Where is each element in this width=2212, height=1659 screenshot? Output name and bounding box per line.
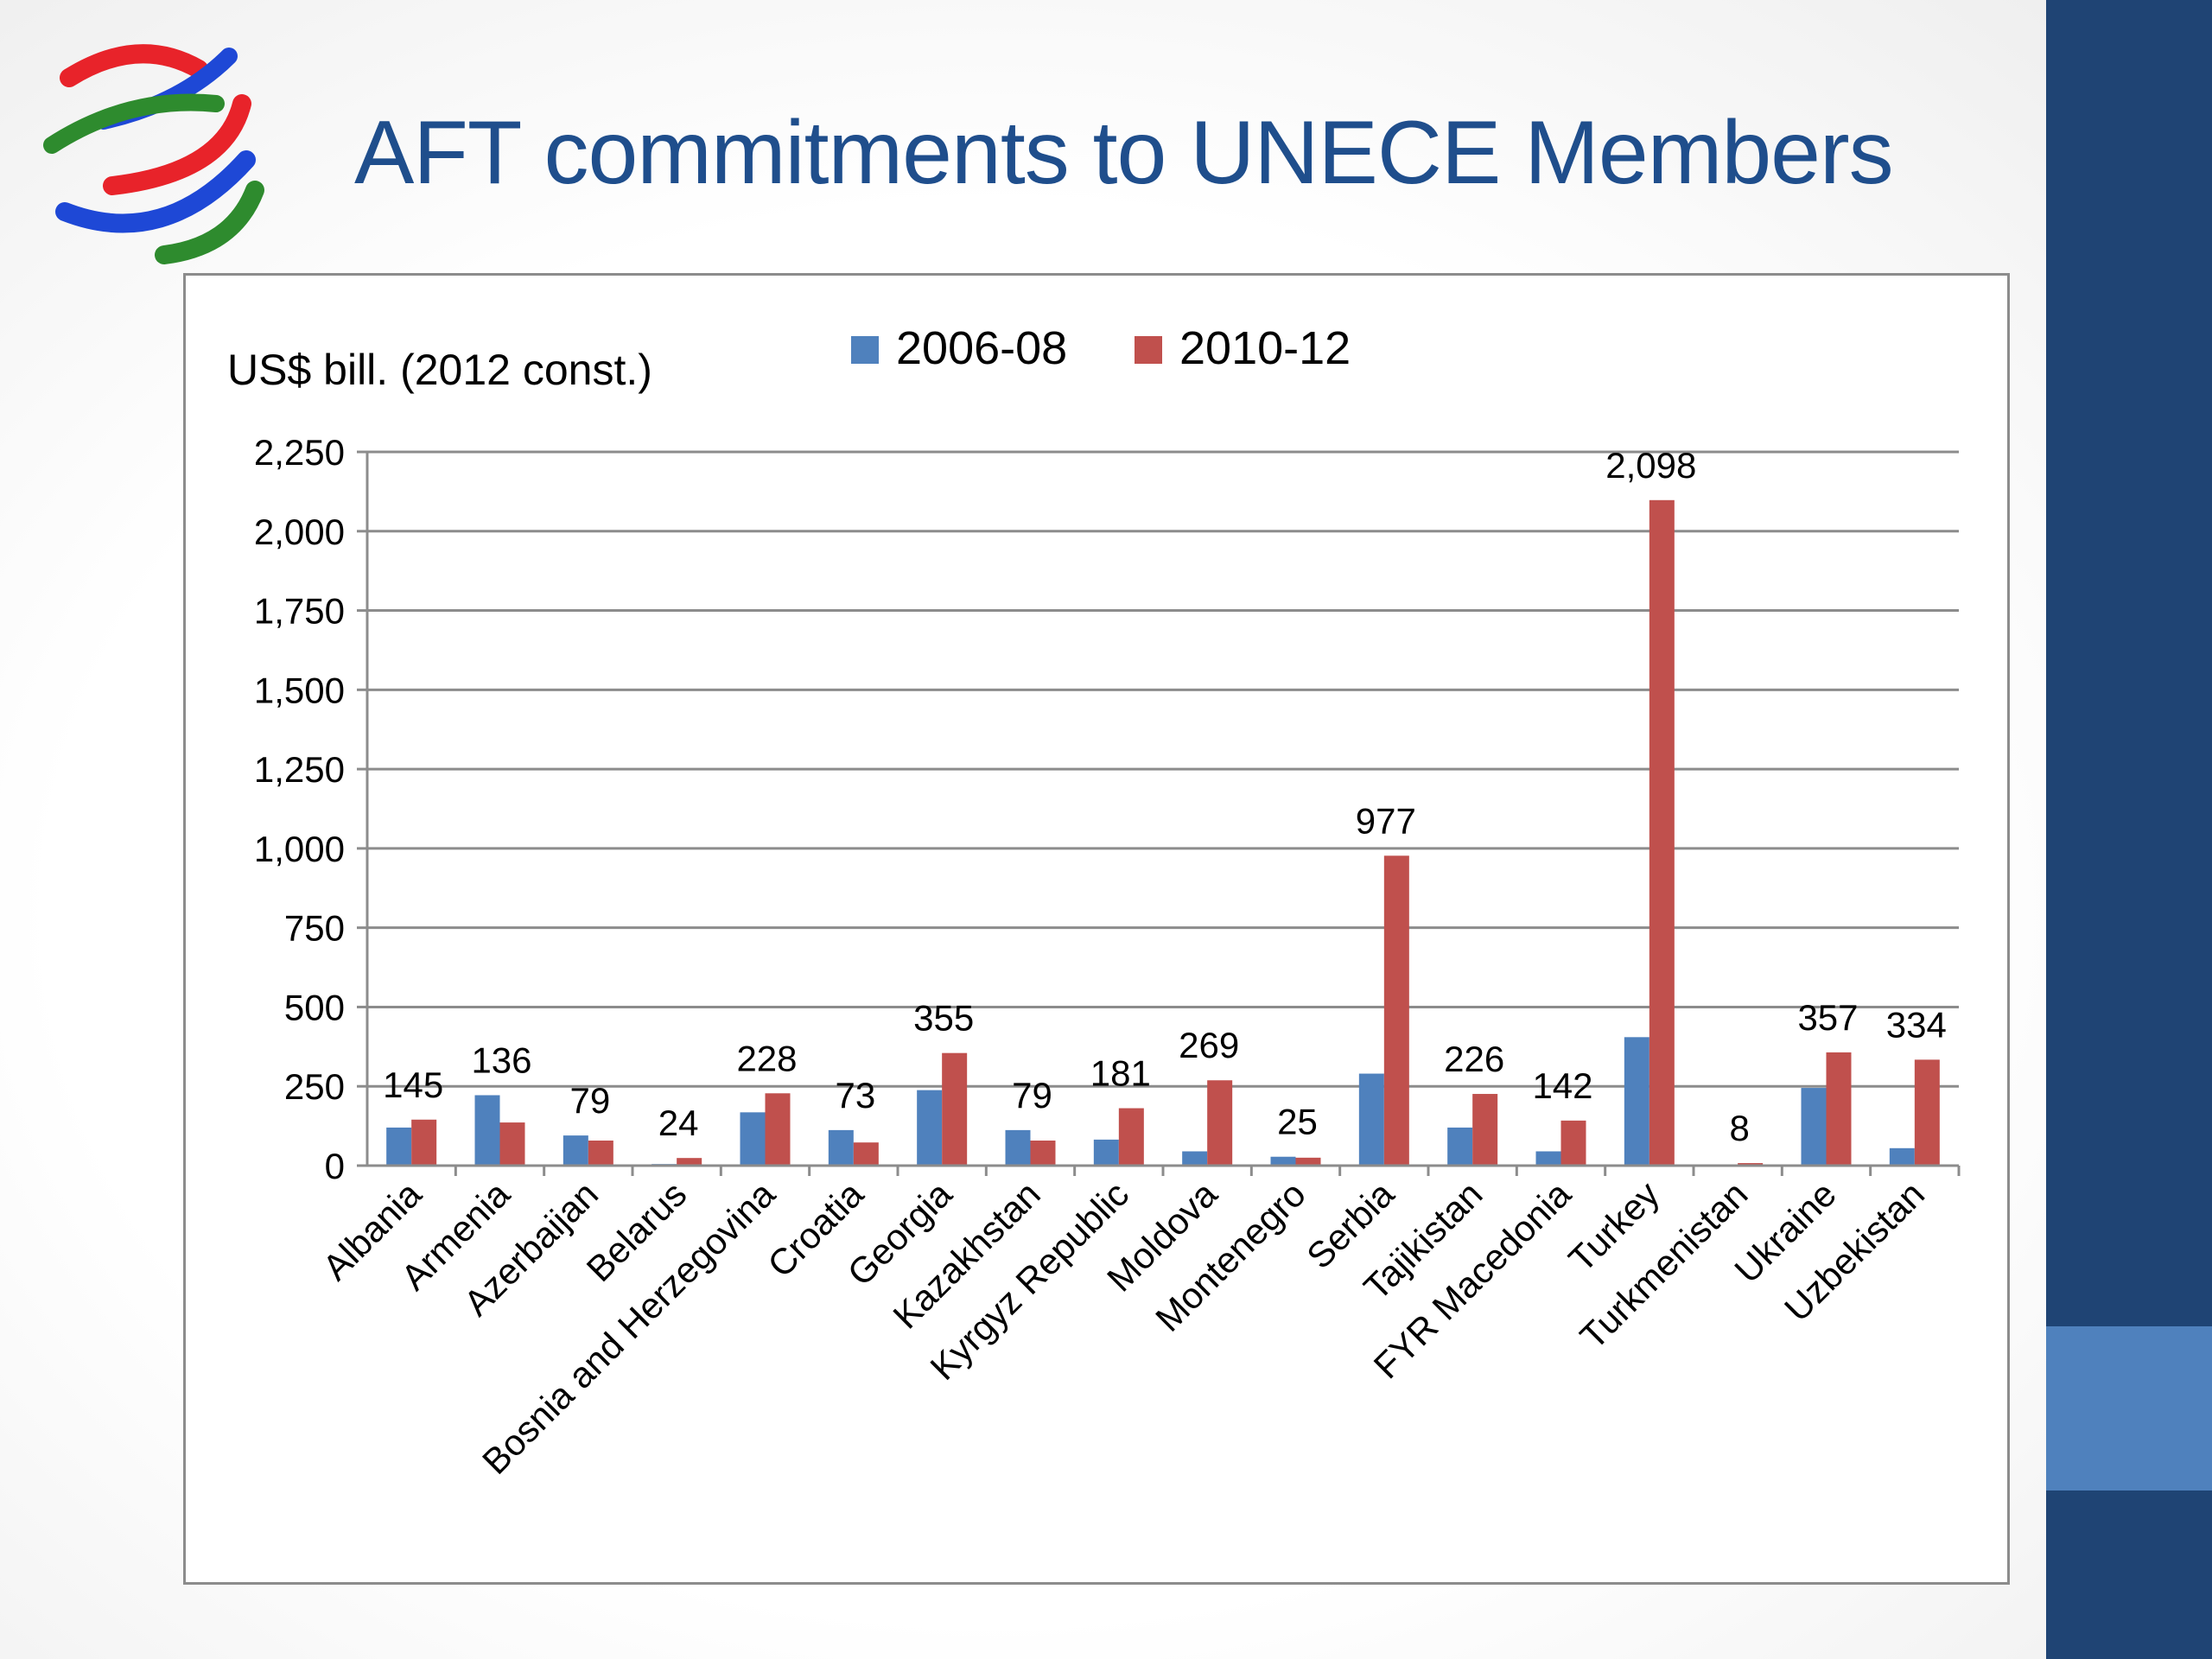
data-label: 79 — [569, 1080, 610, 1121]
y-tick-label: 1,250 — [254, 749, 345, 790]
bar-2006-08 — [1624, 1037, 1649, 1166]
y-tick-label: 250 — [284, 1066, 345, 1107]
bar-2006-08 — [1358, 1073, 1384, 1166]
legend-label-2006-08: 2006-08 — [896, 322, 1067, 374]
data-label: 73 — [835, 1075, 875, 1116]
bar-2006-08 — [1182, 1151, 1208, 1166]
bar-2010-12 — [1207, 1080, 1233, 1166]
data-label: 357 — [1797, 997, 1858, 1038]
bar-2010-12 — [1030, 1140, 1056, 1166]
data-label: 142 — [1532, 1065, 1592, 1106]
data-label: 226 — [1444, 1039, 1504, 1079]
legend-swatch-2006-08 — [851, 336, 879, 364]
y-tick-label: 750 — [284, 908, 345, 949]
bar-chart: 0 250 500 750 1,000 1,250 1,500 1,750 2,000 2,250… — [227, 322, 1961, 1482]
data-label: 355 — [913, 998, 974, 1039]
y-tick-label: 1,750 — [254, 591, 345, 632]
y-tick-label: 2,000 — [254, 512, 345, 552]
data-label: 24 — [658, 1103, 699, 1143]
slide-title: AFT commitments to UNECE Members — [354, 103, 1894, 203]
data-label: 136 — [471, 1040, 531, 1081]
y-tick-label: 2,250 — [254, 432, 345, 473]
bar-2010-12 — [1295, 1157, 1321, 1166]
data-label: 269 — [1179, 1025, 1239, 1065]
bar-2010-12 — [765, 1093, 791, 1166]
wto-logo-icon — [43, 44, 264, 264]
data-label: 25 — [1277, 1102, 1318, 1142]
bar-2010-12 — [853, 1142, 879, 1166]
y-tick-label: 500 — [284, 987, 345, 1027]
bar-2010-12 — [1118, 1108, 1144, 1166]
bar-2006-08 — [1005, 1129, 1031, 1166]
y-tick-label: 1,000 — [254, 829, 345, 869]
bar-2006-08 — [1447, 1127, 1473, 1166]
bar-2010-12 — [677, 1158, 702, 1166]
data-label: 79 — [1012, 1075, 1052, 1116]
bar-2010-12 — [1914, 1059, 1940, 1166]
bar-2010-12 — [1649, 499, 1675, 1166]
y-tick-label: 0 — [325, 1146, 345, 1186]
chart-frame: 0 250 500 750 1,000 1,250 1,500 1,750 2,000 2,250… — [183, 273, 2010, 1585]
bar-2006-08 — [828, 1129, 854, 1166]
bar-2010-12 — [499, 1122, 525, 1166]
bar-2010-12 — [942, 1052, 968, 1166]
bar-2006-08 — [563, 1135, 588, 1166]
data-label: 8 — [1729, 1108, 1749, 1148]
bar-2010-12 — [1560, 1120, 1586, 1166]
bar-2006-08 — [917, 1090, 943, 1166]
legend-swatch-2010-12 — [1135, 336, 1162, 364]
data-label: 228 — [736, 1038, 797, 1078]
data-label: 181 — [1090, 1053, 1151, 1094]
legend-label-2010-12: 2010-12 — [1179, 322, 1351, 374]
bar-2006-08 — [1093, 1139, 1119, 1166]
y-tick-label: 1,500 — [254, 670, 345, 710]
bar-2006-08 — [1270, 1156, 1296, 1166]
bar-2006-08 — [1535, 1151, 1561, 1166]
bar-2006-08 — [474, 1095, 500, 1166]
bar-2006-08 — [1801, 1088, 1827, 1166]
bar-2010-12 — [411, 1119, 437, 1166]
bar-2010-12 — [1472, 1094, 1498, 1166]
bar-2006-08 — [386, 1127, 412, 1166]
data-label: 2,098 — [1605, 445, 1696, 486]
bar-2010-12 — [588, 1140, 613, 1166]
data-label: 977 — [1356, 800, 1416, 841]
y-axis-label: US$ bill. (2012 const.) — [227, 346, 652, 394]
bar-2006-08 — [1889, 1147, 1915, 1166]
side-decoration-accent — [2046, 1326, 2212, 1491]
bar-2010-12 — [1383, 855, 1409, 1166]
data-label: 334 — [1886, 1004, 1947, 1045]
bar-2006-08 — [740, 1112, 766, 1166]
bar-2010-12 — [1826, 1052, 1852, 1166]
data-label: 145 — [383, 1065, 443, 1105]
